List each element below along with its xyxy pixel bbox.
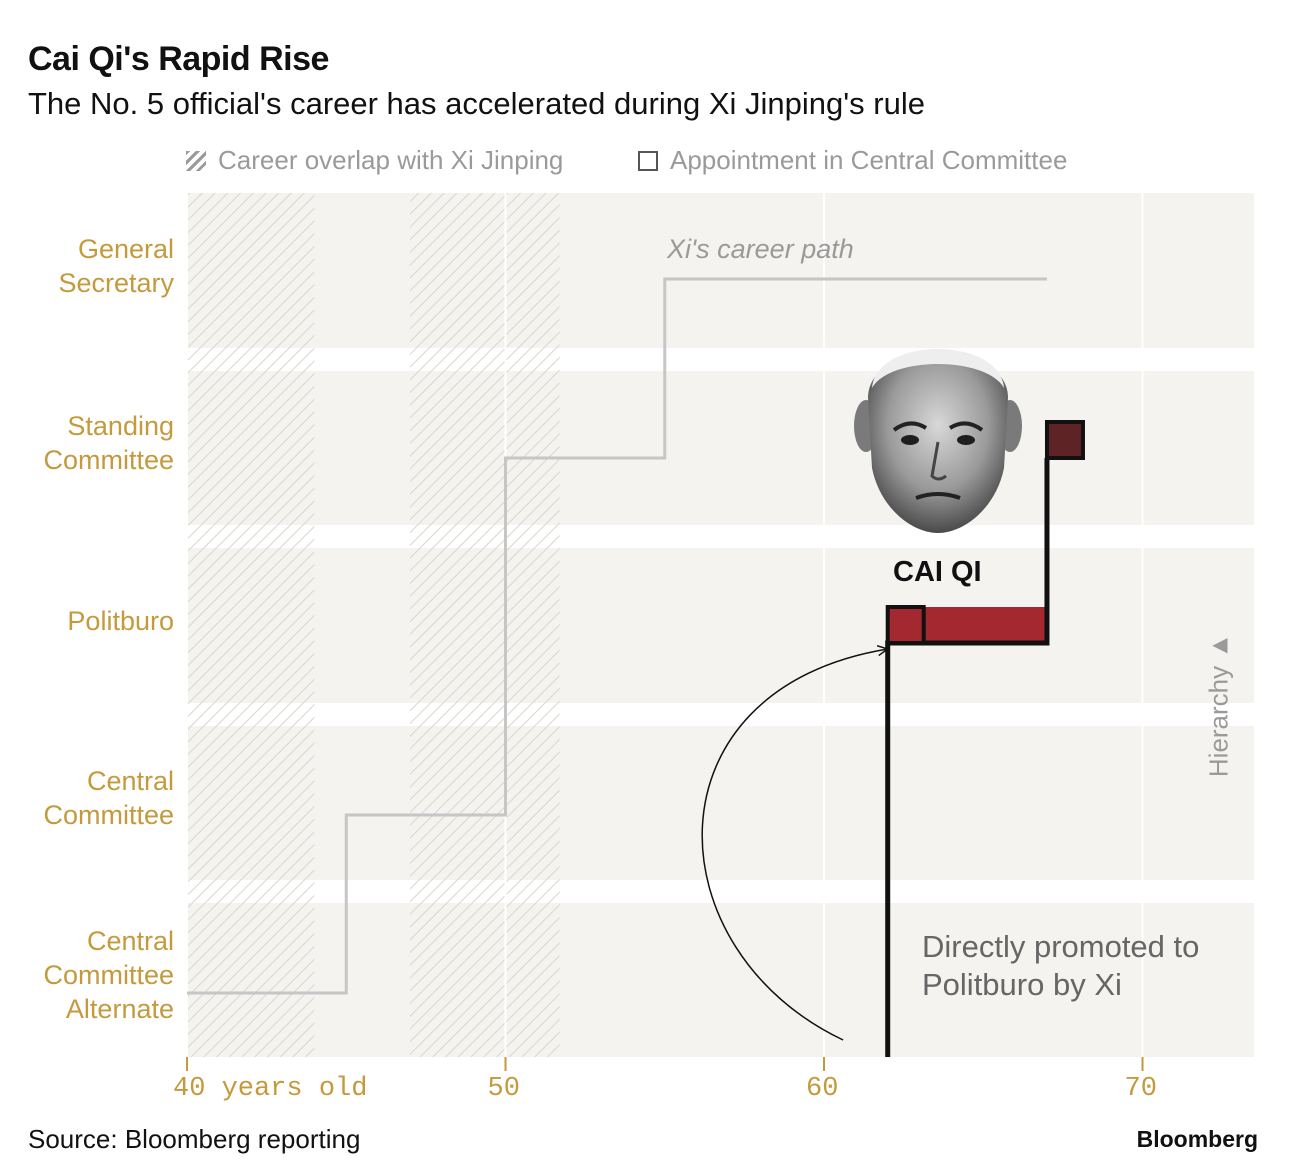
chart-title: Cai Qi's Rapid Rise [28, 40, 329, 78]
row-label: Standing Committee [43, 411, 174, 475]
row-band [187, 726, 1254, 880]
overlap-period [409, 193, 560, 1057]
row-band [187, 548, 1254, 703]
annotation-arrow-path [701, 649, 888, 1041]
row-label: Central Committee [43, 766, 174, 830]
cai-path-line [885, 458, 1050, 1057]
hierarchy-axis-label: Hierarchy ▲ [1204, 620, 1234, 790]
chart-subtitle: The No. 5 official's career has accelera… [28, 86, 925, 121]
x-tick-label: 40 years old [173, 1074, 368, 1104]
cai-qi-career-path [885, 420, 1085, 1057]
legend-appointment: Appointment in Central Committee [638, 145, 1067, 176]
hierarchy-label: Hierarchy ▲ [1203, 632, 1234, 778]
overlap-periods [187, 193, 560, 1057]
x-tick-label: 70 [1124, 1074, 1157, 1104]
row-band [187, 371, 1254, 525]
xi-path-line [187, 277, 1047, 995]
xi-career-path [187, 277, 1047, 995]
xi-path-label: Xi's career path [667, 234, 854, 264]
promotion-annotation: Directly promoted to Politburo by Xi [922, 929, 1200, 1002]
x-tick-label: 60 [806, 1074, 839, 1104]
row-band [187, 193, 1254, 348]
source-note: Source: Bloomberg reporting [28, 1124, 361, 1154]
portrait-icon [854, 349, 1022, 533]
appointment-square [1044, 420, 1085, 460]
row-band [187, 903, 1254, 1057]
hatch-swatch-icon [186, 150, 206, 171]
bloomberg-logo: Bloomberg [1136, 1126, 1258, 1152]
overlap-period [187, 193, 315, 1057]
row-label: Politburo [67, 605, 174, 636]
cai-qi-portrait [846, 318, 1030, 538]
row-label: Central Committee Alternate [43, 926, 174, 1024]
legend-appointment-label: Appointment in Central Committee [670, 145, 1068, 175]
square-swatch-icon [638, 150, 658, 171]
legend-overlap: Career overlap with Xi Jinping [186, 145, 563, 176]
cai-qi-label: CAI QI [893, 556, 982, 588]
x-tick-label: 50 [487, 1074, 520, 1104]
annotation-arrow [701, 649, 888, 1041]
appointment-square [885, 605, 926, 645]
legend-overlap-label: Career overlap with Xi Jinping [218, 145, 564, 175]
row-label: General Secretary [58, 233, 174, 298]
row-bands [187, 193, 1254, 1057]
